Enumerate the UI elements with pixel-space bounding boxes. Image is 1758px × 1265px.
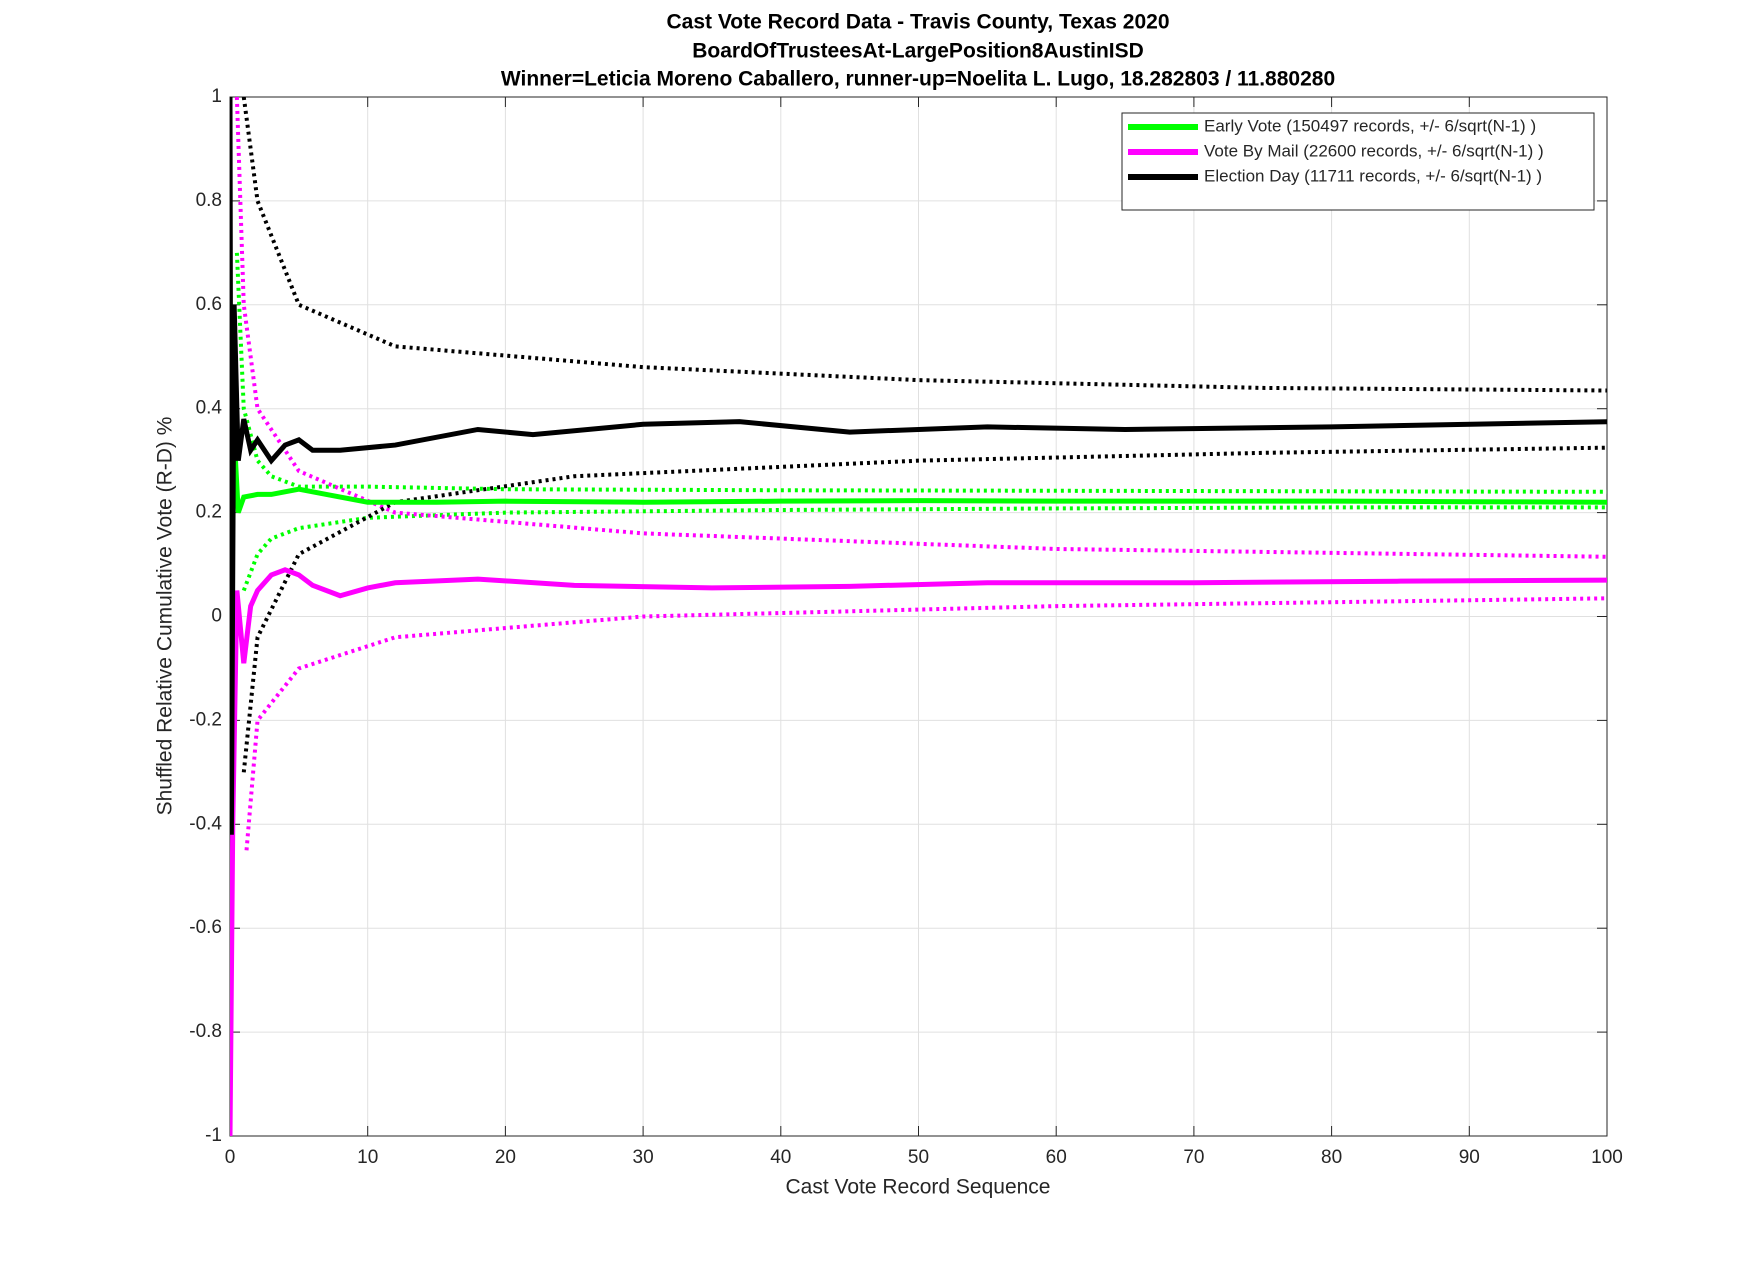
x-tick-label: 70	[1183, 1147, 1204, 1168]
legend-label: Vote By Mail (22600 records, +/- 6/sqrt(…	[1204, 141, 1544, 160]
y-tick-label: 0.4	[196, 398, 223, 419]
y-tick-label: -1	[205, 1125, 222, 1146]
x-tick-label: 10	[357, 1147, 378, 1168]
x-tick-label: 20	[495, 1147, 516, 1168]
y-tick-label: 0	[211, 606, 222, 627]
y-tick-label: -0.6	[189, 917, 222, 938]
chart-annotation: Winner=Leticia Moreno Caballero, runner-…	[501, 68, 1335, 91]
band-line	[234, 97, 1607, 559]
x-tick-label: 80	[1321, 1147, 1342, 1168]
y-tick-label: 0.8	[196, 190, 222, 211]
x-tick-label: 100	[1591, 1147, 1623, 1168]
chart-title: Cast Vote Record Data - Travis County, T…	[666, 11, 1169, 34]
x-tick-label: 30	[633, 1147, 654, 1168]
legend-label: Election Day (11711 records, +/- 6/sqrt(…	[1204, 166, 1542, 185]
x-tick-label: 0	[225, 1147, 236, 1168]
series-line	[230, 567, 1607, 1136]
legend-box	[1121, 112, 1595, 211]
plot-area	[230, 97, 1607, 1136]
x-tick-label: 50	[908, 1147, 929, 1168]
series-line	[230, 97, 1607, 835]
y-tick-label: -0.2	[189, 709, 222, 730]
y-tick-label: -0.4	[189, 813, 222, 834]
legend-label: Early Vote (150497 records, +/- 6/sqrt(N…	[1204, 116, 1536, 135]
band-line	[234, 252, 1607, 494]
band-line	[241, 505, 1607, 592]
y-tick-label: -0.8	[189, 1021, 222, 1042]
x-tick-label: 60	[1046, 1147, 1067, 1168]
x-tick-label: 40	[770, 1147, 791, 1168]
series-line	[230, 304, 1607, 514]
y-tick-label: 1	[211, 86, 222, 107]
chart-subtitle: BoardOfTrusteesAt-LargePosition8AustinIS…	[692, 40, 1144, 63]
band-line	[241, 445, 1607, 773]
x-axis-label: Cast Vote Record Sequence	[785, 1176, 1050, 1199]
band-line	[244, 596, 1607, 851]
y-tick-label: 0.6	[196, 294, 222, 315]
x-tick-label: 90	[1459, 1147, 1480, 1168]
y-tick-label: 0.2	[196, 502, 222, 523]
y-axis-label: Shuffled Relative Cumulative Vote (R-D) …	[154, 417, 177, 816]
